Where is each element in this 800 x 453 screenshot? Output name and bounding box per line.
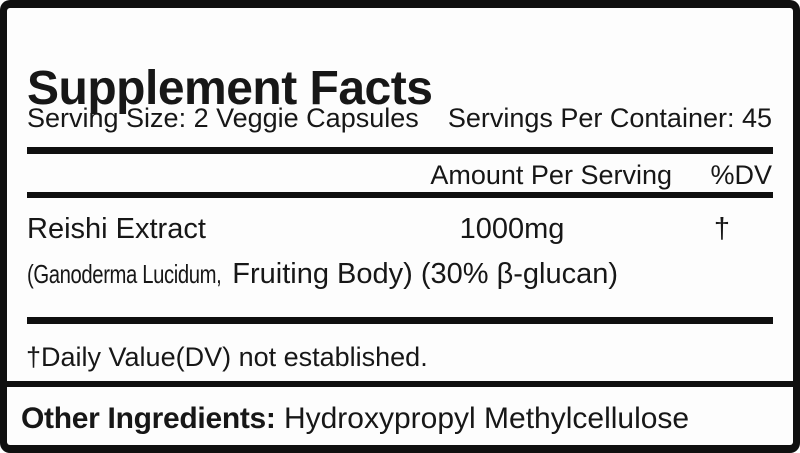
column-header-row: Amount Per Serving %DV (27, 156, 772, 194)
serving-size-text: Serving Size: 2 Veggie Capsules (27, 103, 419, 133)
other-ingredients-value: Hydroxypropyl Methylcellulose (275, 402, 690, 435)
other-ingredients-separator (0, 381, 800, 387)
ingredient-row: Reishi Extract 1000mg † (27, 208, 772, 250)
ingredient-amount: 1000mg (459, 213, 565, 245)
percent-dv-header: %DV (710, 160, 772, 190)
ingredient-botanical-name: (Ganoderma Lucidum, (27, 259, 222, 289)
ingredient-detail-text: Fruiting Body) (30% β-glucan) (224, 258, 619, 290)
other-ingredients-label: Other Ingredients: (21, 402, 276, 435)
rule-below-header (27, 192, 773, 198)
label-panel (7, 8, 793, 445)
daily-value-footnote: †Daily Value(DV) not established. (26, 342, 428, 372)
label-title: Supplement Facts (27, 62, 433, 116)
ingredient-name: Reishi Extract (27, 213, 206, 245)
ingredient-dv-dagger: † (713, 213, 731, 245)
serving-info-row: Serving Size: 2 Veggie Capsules Servings… (27, 98, 772, 138)
rule-above-header (27, 147, 773, 154)
rule-above-footnote (27, 317, 773, 324)
amount-per-serving-header: Amount Per Serving (430, 160, 672, 190)
ingredient-detail-row: (Ganoderma Lucidum, Fruiting Body) (30% … (27, 252, 772, 296)
other-ingredients-row: Other Ingredients: Hydroxypropyl Methylc… (21, 395, 780, 443)
servings-per-container-text: Servings Per Container: 45 (447, 103, 772, 133)
